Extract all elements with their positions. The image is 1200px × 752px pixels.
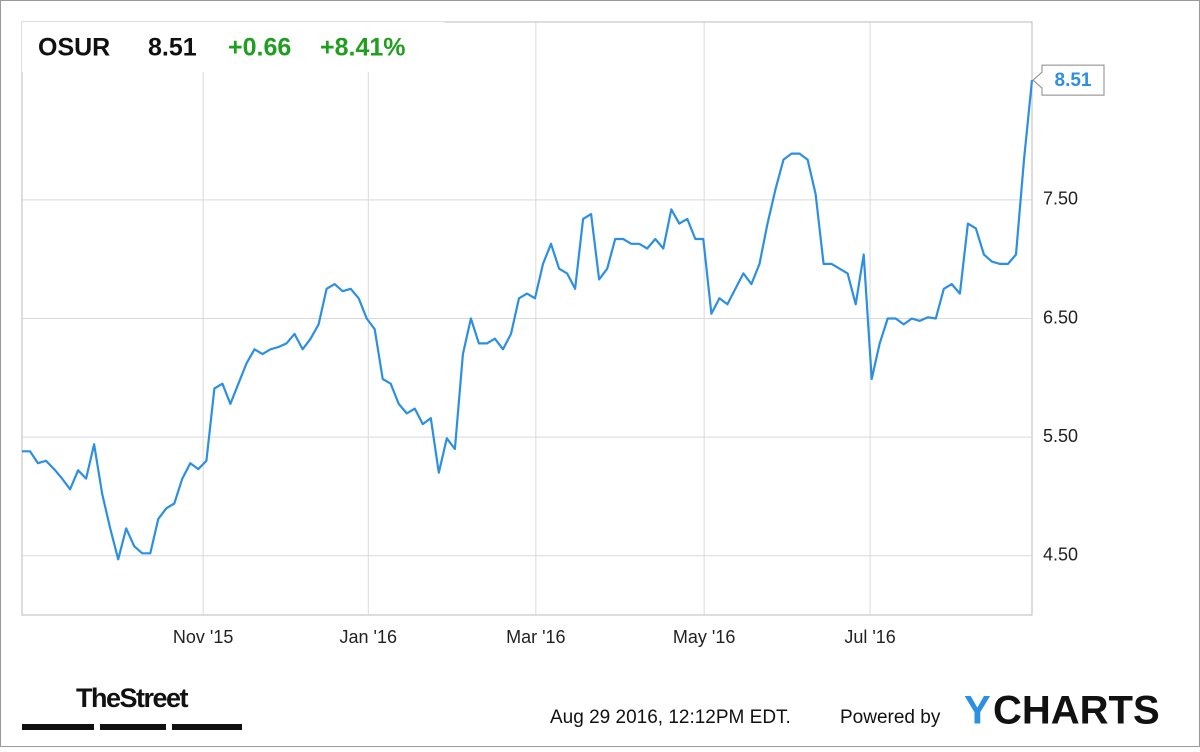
change-percent: +8.41% [320,34,406,62]
price: 8.51 [148,34,197,62]
source-logo: TheStreet [76,683,189,713]
y-tick-label: 5.50 [1043,426,1078,446]
change: +0.66 [228,34,291,62]
ticker: OSUR [38,34,110,62]
logo-bar [172,724,242,730]
x-tick-label: Jan '16 [340,627,397,647]
logo-bar [22,724,94,730]
footer: TheStreet Aug 29 2016, 12:12PM EDT. Powe… [22,683,1160,733]
powered-by: Powered by [840,707,941,728]
price-line [22,79,1034,561]
last-value-label: 8.51 [1055,70,1092,91]
timestamp: Aug 29 2016, 12:12PM EDT. [550,707,791,728]
y-tick-label: 6.50 [1043,307,1078,327]
logo-rest: CHARTS [993,689,1160,733]
x-tick-label: May '16 [673,627,735,647]
x-tick-label: Jul '16 [844,627,895,647]
series [22,79,1034,561]
last-value-box [1032,64,1105,96]
grid [22,22,1032,615]
y-tick-label: 7.50 [1043,189,1078,209]
x-tick-label: Nov '15 [173,627,233,647]
logo-bar [100,724,166,730]
header-box [22,22,444,72]
logo-y: Y [964,689,991,733]
y-tick-label: 4.50 [1043,544,1078,564]
x-tick-label: Mar '16 [506,627,565,647]
